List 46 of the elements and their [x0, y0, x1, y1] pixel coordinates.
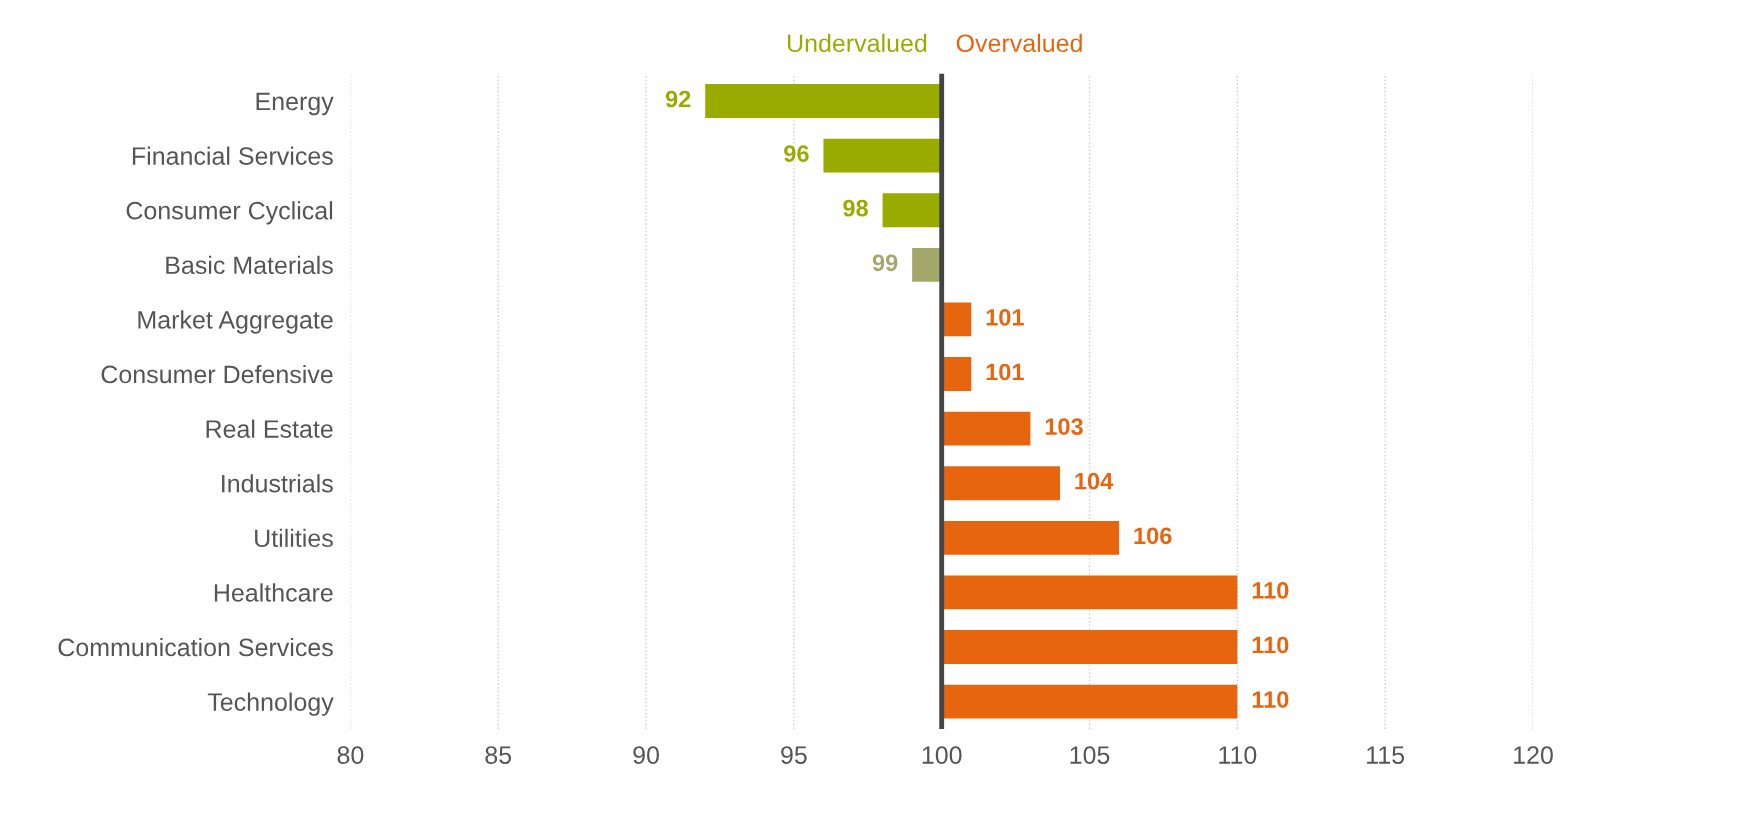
x-tick-label: 110: [1219, 746, 1257, 764]
text: Undervalued: [787, 33, 927, 53]
y-tick-label: Energy: [256, 92, 334, 116]
data-label: 98: [843, 199, 868, 217]
bar: [882, 193, 942, 228]
y-tick-label: Real Estate: [206, 419, 333, 438]
data-label: 110: [1252, 582, 1289, 599]
y-tick-label: Consumer Defensive: [101, 364, 333, 384]
data-label: 99: [872, 254, 898, 272]
data-label: 106: [1134, 527, 1172, 545]
bar: [941, 357, 972, 391]
x-tick-label: 95: [781, 746, 807, 764]
data-label: 96: [784, 145, 809, 162]
text: Overvalued: [956, 33, 1082, 53]
data-label: 101: [986, 309, 1024, 326]
bar: [823, 138, 942, 173]
data-label: 92: [665, 90, 691, 108]
bar: [941, 302, 972, 337]
x-tick-label: 120: [1514, 746, 1553, 764]
data-label: 103: [1045, 418, 1083, 435]
y-tick-label: Financial Services: [132, 146, 333, 165]
data-label: 110: [1252, 636, 1289, 654]
x-tick-label: 80: [337, 746, 364, 764]
y-tick-label: Consumer Cyclical: [126, 201, 333, 225]
bar: [941, 466, 1060, 501]
x-tick-label: 115: [1367, 746, 1405, 764]
y-tick-label: Utilities: [255, 528, 333, 548]
y-tick-label: Industrials: [222, 474, 333, 493]
data-label: 104: [1075, 472, 1114, 490]
data-label: 101: [986, 363, 1024, 381]
bar: [941, 684, 1238, 719]
bar: [941, 520, 1120, 555]
bar: [941, 630, 1238, 664]
y-tick-label: Communication Services: [58, 637, 333, 657]
x-tick-label: 85: [485, 746, 512, 764]
bar: [705, 84, 942, 118]
bar: [941, 411, 1031, 446]
y-tick-label: Market Aggregate: [138, 310, 333, 334]
bar: [941, 575, 1238, 610]
x-tick-label: 90: [633, 746, 659, 764]
y-tick-label: Basic Materials: [166, 255, 333, 275]
y-tick-label: Healthcare: [214, 583, 333, 602]
y-tick-label: Technology: [207, 692, 334, 716]
x-tick-label: 100: [922, 746, 962, 764]
data-label: 110: [1252, 691, 1289, 708]
x-tick-label: 105: [1070, 746, 1110, 764]
